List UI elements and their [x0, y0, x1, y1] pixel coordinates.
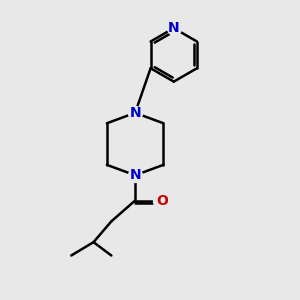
Text: N: N — [129, 168, 141, 182]
Text: N: N — [168, 21, 180, 35]
Text: O: O — [156, 194, 168, 208]
Text: N: N — [129, 106, 141, 120]
